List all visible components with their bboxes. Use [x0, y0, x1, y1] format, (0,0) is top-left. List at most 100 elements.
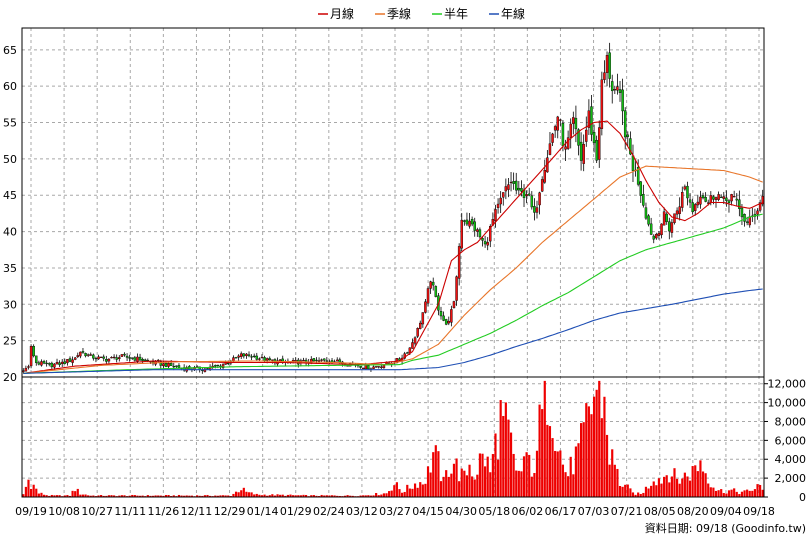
volume-bar	[626, 484, 629, 497]
volume-bar	[240, 490, 243, 497]
volume-bar	[720, 489, 723, 497]
candle-body	[335, 359, 339, 362]
candle-body	[714, 197, 718, 200]
volume-bar	[343, 495, 347, 497]
candle-body	[89, 354, 92, 356]
volume-bar	[138, 495, 142, 497]
date-tick-label: 04/30	[445, 505, 477, 518]
candle-body	[162, 363, 165, 367]
volume-bar	[336, 495, 339, 497]
candle-body	[499, 197, 502, 205]
volume-bar	[522, 456, 526, 497]
candle-body	[582, 144, 585, 164]
candle-body	[66, 359, 69, 364]
volume-bar	[185, 495, 188, 497]
volume-bar	[634, 494, 637, 497]
candle-body	[237, 355, 240, 358]
volume-tick-label: 8,000	[775, 415, 807, 428]
candle-body	[398, 358, 401, 361]
volume-bar	[473, 479, 476, 497]
candle-body	[647, 215, 650, 225]
volume-bar	[79, 494, 82, 497]
volume-bar	[442, 476, 445, 497]
candle-body	[470, 219, 474, 225]
volume-bar	[323, 495, 326, 497]
volume-bar	[608, 464, 611, 497]
volume-bar	[631, 492, 635, 497]
volume-bar	[281, 494, 284, 497]
candle-body	[302, 359, 305, 362]
volume-bar	[35, 488, 38, 497]
volume-bar	[247, 492, 251, 497]
volume-bar	[735, 491, 738, 497]
volume-bar	[260, 495, 264, 497]
volume-bar	[330, 495, 334, 497]
volume-bar	[232, 493, 235, 497]
candle-body	[372, 366, 375, 369]
candle-body	[652, 235, 655, 240]
candle-body	[463, 220, 466, 222]
candle-body	[252, 355, 256, 357]
volume-bar	[406, 484, 409, 497]
volume-bar	[242, 487, 245, 497]
candle-body	[323, 358, 326, 361]
volume-bar	[468, 464, 471, 497]
volume-bar	[128, 495, 131, 497]
volume-bar	[688, 480, 692, 497]
volume-bar	[110, 495, 113, 497]
candle-body	[605, 55, 609, 73]
candle-body	[175, 365, 178, 367]
candle-body	[639, 181, 643, 196]
candle-body	[315, 359, 318, 362]
candle-body	[164, 363, 168, 367]
volume-bar	[107, 495, 111, 497]
volume-bar	[678, 483, 681, 497]
candle-body	[691, 202, 694, 213]
volume-bar	[761, 489, 764, 497]
volume-bar	[686, 476, 689, 497]
candle-body	[234, 357, 238, 359]
candle-body	[717, 194, 720, 200]
candle-body	[481, 238, 484, 241]
volume-bar	[548, 426, 552, 497]
volume-bar	[154, 495, 157, 497]
volume-bar	[177, 494, 181, 497]
volume-bar	[426, 466, 430, 497]
candle-body	[553, 126, 557, 131]
candle-body	[621, 89, 624, 112]
candle-body	[367, 365, 370, 370]
volume-bar	[250, 492, 253, 497]
volume-bar	[201, 495, 204, 497]
candle-body	[120, 354, 124, 357]
candle-body	[382, 364, 386, 368]
volume-bar	[673, 468, 676, 497]
volume-bar	[369, 495, 373, 497]
candle-body	[585, 129, 588, 142]
candle-body	[507, 184, 510, 190]
candle-body	[735, 198, 738, 201]
volume-bar	[403, 491, 406, 497]
candle-body	[468, 220, 471, 227]
price-tick-label: 35	[3, 262, 17, 275]
candle-body	[242, 353, 246, 357]
candle-body	[543, 170, 547, 183]
volume-bar	[216, 495, 219, 497]
volume-bar	[569, 456, 572, 497]
volume-bar	[146, 495, 149, 497]
volume-bar	[398, 489, 401, 497]
candle-body	[268, 358, 272, 361]
candle-body	[577, 129, 580, 146]
volume-bar	[585, 403, 588, 497]
date-tick-label: 02/24	[313, 505, 345, 518]
candle-body	[540, 179, 544, 192]
volume-bar	[206, 494, 209, 497]
candle-body	[444, 319, 448, 325]
candle-body	[112, 356, 116, 359]
volume-bar	[159, 495, 162, 497]
volume-bar	[141, 495, 144, 497]
candle-body	[525, 194, 528, 197]
candle-body	[45, 362, 48, 365]
candle-body	[660, 223, 663, 236]
volume-bar	[328, 495, 331, 497]
volume-bar	[486, 456, 489, 497]
